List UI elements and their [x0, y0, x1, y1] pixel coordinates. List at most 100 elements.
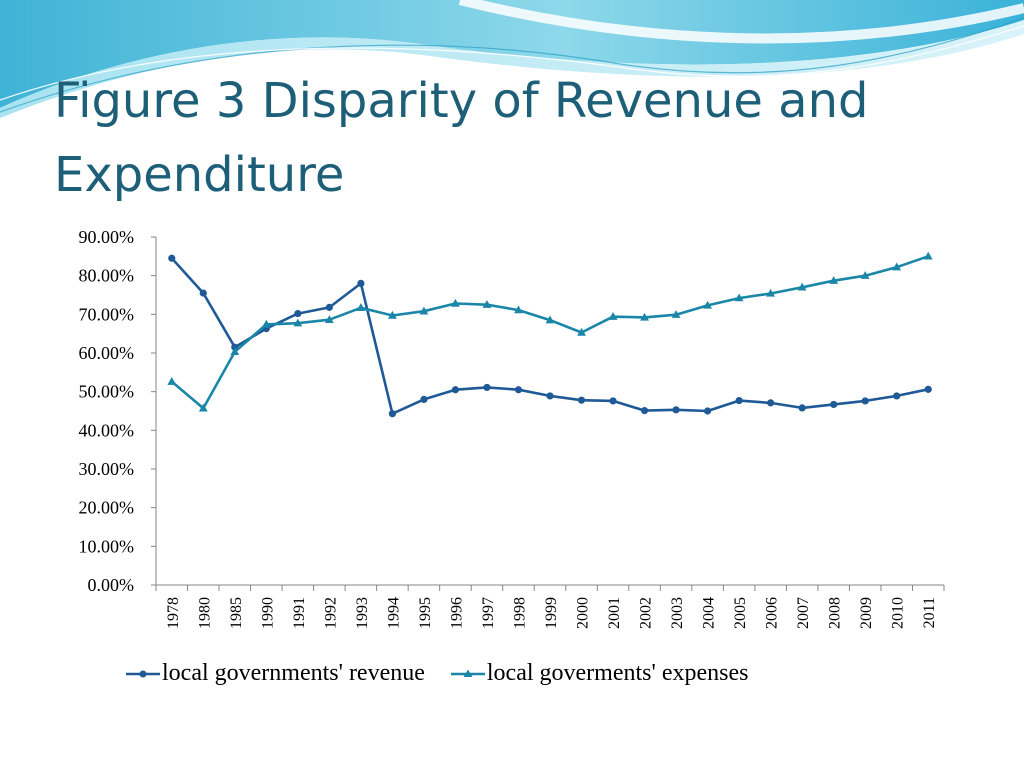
data-point — [357, 279, 365, 287]
data-point — [198, 403, 208, 412]
data-point — [577, 327, 586, 336]
data-point — [608, 312, 618, 320]
x-tick-label: 1978 — [165, 597, 182, 629]
data-point — [860, 271, 870, 279]
x-tick-label: 1997 — [480, 597, 497, 629]
y-tick-label: 40.00% — [79, 420, 135, 440]
series-line — [170, 257, 929, 416]
data-point — [609, 397, 617, 405]
x-tick-label: 2011 — [921, 597, 938, 628]
legend-label-revenue: local governments' revenue — [162, 660, 425, 686]
data-point — [640, 312, 649, 321]
series-expenses — [167, 251, 933, 412]
data-point — [514, 305, 523, 314]
data-point — [798, 404, 806, 412]
y-tick-label: 50.00% — [79, 382, 135, 402]
data-point — [325, 303, 333, 311]
y-tick-label: 30.00% — [79, 459, 135, 479]
y-tick-label: 60.00% — [79, 343, 135, 363]
y-tick-label: 70.00% — [79, 304, 135, 324]
data-point — [672, 406, 680, 414]
data-point — [451, 298, 460, 307]
x-tick-label: 1985 — [228, 597, 245, 629]
data-point — [767, 399, 775, 407]
data-point — [735, 396, 743, 405]
data-point — [514, 386, 523, 394]
data-point — [830, 400, 838, 409]
series-line — [170, 255, 929, 410]
x-tick-label: 1990 — [259, 597, 276, 629]
data-point — [293, 318, 303, 327]
x-tick-label: 1996 — [448, 597, 465, 629]
x-tick-label: 2007 — [795, 597, 812, 629]
data-point — [388, 310, 397, 319]
data-point — [797, 282, 807, 291]
data-point — [893, 392, 901, 400]
x-tick-label: 2005 — [732, 597, 749, 629]
data-point — [861, 397, 869, 405]
header-wave-decoration — [0, 0, 1024, 118]
data-point — [546, 392, 554, 400]
x-axis-tick-marks — [155, 585, 945, 591]
data-point — [294, 309, 302, 318]
x-tick-label: 2000 — [575, 597, 592, 629]
x-tick-label: 1998 — [511, 597, 528, 629]
legend-item-expenses: local goverments' expenses — [450, 660, 749, 687]
data-point — [356, 303, 366, 311]
data-point — [924, 385, 932, 393]
data-point — [671, 310, 681, 318]
legend-label-expenses: local goverments' expenses — [486, 660, 749, 686]
legend-circle-marker-icon — [126, 670, 160, 677]
chart-legend: local governments' revenue local goverme… — [126, 660, 774, 687]
data-point — [419, 306, 429, 315]
x-tick-label: 2004 — [701, 597, 718, 629]
x-tick-label: 2006 — [764, 597, 781, 629]
data-point — [577, 396, 586, 404]
data-point — [545, 315, 555, 324]
x-tick-label: 1991 — [291, 597, 308, 629]
series-revenue — [168, 254, 932, 418]
data-point — [892, 262, 902, 271]
data-point — [704, 407, 712, 415]
data-point — [199, 289, 207, 297]
data-point — [766, 288, 776, 297]
legend-triangle-marker-icon — [450, 669, 485, 677]
data-point — [482, 300, 492, 308]
y-axis-tick-marks — [151, 236, 156, 586]
data-point — [168, 254, 176, 262]
x-tick-label: 2001 — [606, 597, 623, 629]
x-tick-label: 1980 — [196, 597, 213, 629]
data-point — [324, 315, 334, 323]
x-tick-label: 1993 — [354, 597, 371, 629]
data-point — [261, 319, 271, 328]
x-tick-label: 2008 — [827, 597, 844, 629]
data-point — [734, 293, 744, 302]
data-point — [703, 300, 712, 309]
data-point — [388, 410, 396, 418]
series-layer — [167, 251, 933, 418]
y-tick-label: 20.00% — [79, 498, 135, 518]
y-tick-label: 90.00% — [79, 227, 135, 247]
x-axis-tick-labels: 1978 1980 1985 1990 1991 1992 1993 1994 1995 1996… — [165, 597, 938, 629]
legend-item-revenue: local governments' revenue — [126, 660, 425, 687]
x-tick-label: 2002 — [638, 597, 655, 629]
data-point — [640, 407, 649, 415]
data-point — [829, 276, 839, 284]
y-axis-tick-labels: 0.00% 10.00% 20.00% 30.00% 40.00% 50.00% 60.00… — [79, 227, 135, 595]
data-point — [923, 251, 933, 260]
x-tick-label: 2010 — [890, 597, 907, 629]
x-tick-label: 2003 — [669, 597, 686, 629]
x-tick-label: 1992 — [322, 597, 339, 629]
slide-title: Figure 3 Disparity of Revenue and Expend… — [54, 73, 869, 203]
y-tick-label: 10.00% — [79, 536, 135, 556]
y-tick-label: 0.00% — [88, 575, 135, 595]
data-point — [230, 347, 240, 356]
x-tick-label: 2009 — [858, 597, 875, 629]
x-tick-label: 1999 — [543, 597, 560, 629]
y-tick-label: 80.00% — [79, 266, 135, 286]
data-point — [451, 386, 460, 394]
data-point — [167, 377, 177, 385]
data-point — [420, 395, 428, 403]
